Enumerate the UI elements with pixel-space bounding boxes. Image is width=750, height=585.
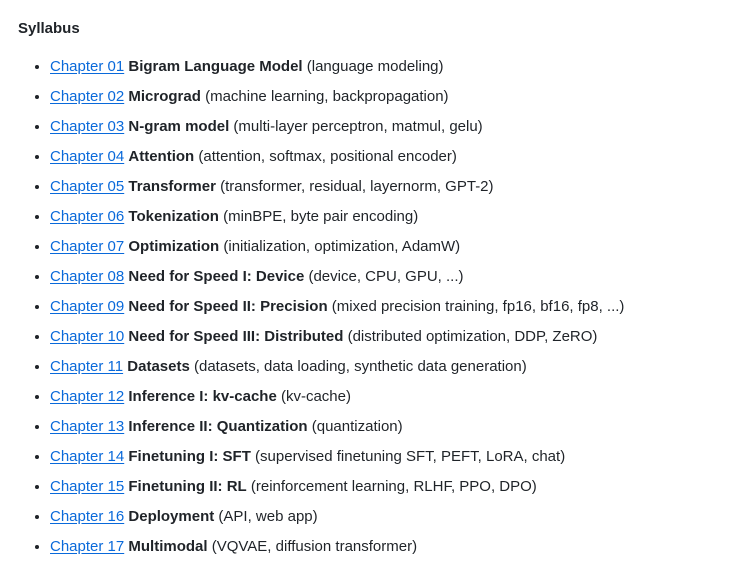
chapter-title: Micrograd [128,88,201,105]
chapter-topics: (kv-cache) [281,388,351,405]
list-item: Chapter 07 Optimization (initialization,… [50,235,732,259]
chapter-link[interactable]: Chapter 01 [50,58,124,75]
chapter-title: Need for Speed III: Distributed [128,328,343,345]
chapter-topics: (reinforcement learning, RLHF, PPO, DPO) [251,478,537,495]
list-item: Chapter 01 Bigram Language Model (langua… [50,55,732,79]
list-item: Chapter 04 Attention (attention, softmax… [50,145,732,169]
chapter-topics: (datasets, data loading, synthetic data … [194,358,527,375]
list-item: Chapter 16 Deployment (API, web app) [50,505,732,529]
chapter-topics: (transformer, residual, layernorm, GPT-2… [220,178,493,195]
chapter-topics: (distributed optimization, DDP, ZeRO) [348,328,598,345]
chapter-title: Attention [128,148,194,165]
chapter-link[interactable]: Chapter 05 [50,178,124,195]
chapter-title: Deployment [128,508,214,525]
chapter-link[interactable]: Chapter 15 [50,478,124,495]
list-item: Chapter 09 Need for Speed II: Precision … [50,295,732,319]
chapter-title: Need for Speed I: Device [128,268,304,285]
chapter-title: Datasets [127,358,190,375]
chapter-topics: (mixed precision training, fp16, bf16, f… [332,298,625,315]
list-item: Chapter 13 Inference II: Quantization (q… [50,415,732,439]
list-item: Chapter 15 Finetuning II: RL (reinforcem… [50,475,732,499]
chapter-topics: (device, CPU, GPU, ...) [308,268,463,285]
chapter-title: Multimodal [128,538,207,555]
chapter-title: Optimization [128,238,219,255]
chapter-link[interactable]: Chapter 08 [50,268,124,285]
chapter-title: N-gram model [128,118,229,135]
chapter-link[interactable]: Chapter 11 [50,358,123,375]
list-item: Chapter 02 Micrograd (machine learning, … [50,85,732,109]
chapter-link[interactable]: Chapter 04 [50,148,124,165]
syllabus-list: Chapter 01 Bigram Language Model (langua… [18,55,732,559]
chapter-topics: (quantization) [312,418,403,435]
list-item: Chapter 17 Multimodal (VQVAE, diffusion … [50,535,732,559]
list-item: Chapter 14 Finetuning I: SFT (supervised… [50,445,732,469]
chapter-title: Inference II: Quantization [128,418,307,435]
chapter-link[interactable]: Chapter 16 [50,508,124,525]
chapter-title: Need for Speed II: Precision [128,298,327,315]
chapter-link[interactable]: Chapter 02 [50,88,124,105]
chapter-topics: (machine learning, backpropagation) [205,88,448,105]
list-item: Chapter 03 N-gram model (multi-layer per… [50,115,732,139]
chapter-title: Transformer [128,178,216,195]
chapter-title: Finetuning I: SFT [128,448,250,465]
chapter-title: Tokenization [128,208,219,225]
chapter-link[interactable]: Chapter 14 [50,448,124,465]
list-item: Chapter 12 Inference I: kv-cache (kv-cac… [50,385,732,409]
chapter-link[interactable]: Chapter 07 [50,238,124,255]
chapter-link[interactable]: Chapter 17 [50,538,124,555]
syllabus-heading: Syllabus [18,18,732,41]
chapter-topics: (language modeling) [307,58,444,75]
chapter-link[interactable]: Chapter 09 [50,298,124,315]
chapter-title: Finetuning II: RL [128,478,246,495]
list-item: Chapter 11 Datasets (datasets, data load… [50,355,732,379]
list-item: Chapter 08 Need for Speed I: Device (dev… [50,265,732,289]
chapter-link[interactable]: Chapter 12 [50,388,124,405]
chapter-title: Inference I: kv-cache [128,388,276,405]
list-item: Chapter 05 Transformer (transformer, res… [50,175,732,199]
list-item: Chapter 06 Tokenization (minBPE, byte pa… [50,205,732,229]
chapter-topics: (API, web app) [218,508,317,525]
chapter-link[interactable]: Chapter 10 [50,328,124,345]
chapter-topics: (attention, softmax, positional encoder) [198,148,456,165]
chapter-link[interactable]: Chapter 13 [50,418,124,435]
chapter-topics: (minBPE, byte pair encoding) [223,208,418,225]
list-item: Chapter 10 Need for Speed III: Distribut… [50,325,732,349]
chapter-link[interactable]: Chapter 03 [50,118,124,135]
chapter-topics: (multi-layer perceptron, matmul, gelu) [233,118,482,135]
chapter-topics: (supervised finetuning SFT, PEFT, LoRA, … [255,448,565,465]
chapter-topics: (initialization, optimization, AdamW) [223,238,460,255]
chapter-title: Bigram Language Model [128,58,302,75]
chapter-topics: (VQVAE, diffusion transformer) [212,538,417,555]
chapter-link[interactable]: Chapter 06 [50,208,124,225]
